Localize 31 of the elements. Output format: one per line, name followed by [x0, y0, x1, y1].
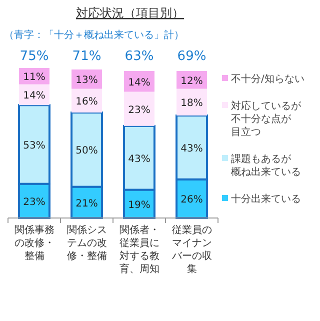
- data-label: 12%: [180, 76, 203, 87]
- x-tick-label: 関係者・従業員に対する教育、周知: [118, 224, 160, 276]
- chart-subtitle: （青字：「十分＋概ね出来ている」計）: [4, 29, 184, 41]
- legend-label: 不十分/知らない: [231, 73, 304, 85]
- legend-label: 対応しているが不十分な点が目立つ: [231, 100, 302, 138]
- data-label: 13%: [76, 75, 98, 86]
- data-label: 16%: [76, 96, 98, 108]
- x-tick-label: 関係システムの改修・整備: [66, 224, 108, 263]
- data-label: 43%: [128, 154, 150, 165]
- text: 75%: [20, 49, 49, 64]
- data-label: 11%: [23, 72, 46, 84]
- x-tick-label: 従業員のマイナンバーの収集: [170, 224, 213, 276]
- bar: [124, 92, 154, 126]
- x-tick-label: 関係事務の改修・整備: [13, 224, 56, 263]
- data-label: 43%: [180, 143, 203, 154]
- data-label: 18%: [180, 98, 203, 110]
- text: 71%: [72, 49, 102, 64]
- chart-title: 対応状況（項目別）: [76, 6, 184, 20]
- data-label: 50%: [76, 146, 98, 157]
- data-label: 14%: [128, 77, 150, 88]
- data-label: 21%: [76, 198, 98, 210]
- data-label: 26%: [180, 194, 203, 206]
- data-label: 19%: [128, 200, 150, 211]
- data-label: 53%: [23, 140, 46, 152]
- text: 69%: [177, 49, 206, 64]
- data-label: 23%: [128, 104, 150, 116]
- data-label: 23%: [23, 196, 46, 208]
- legend-label: 課題もあるが概ね出来ている: [231, 153, 301, 178]
- data-label: 14%: [23, 90, 46, 102]
- legend-label: 十分出来ている: [231, 193, 301, 205]
- text: 63%: [124, 49, 154, 64]
